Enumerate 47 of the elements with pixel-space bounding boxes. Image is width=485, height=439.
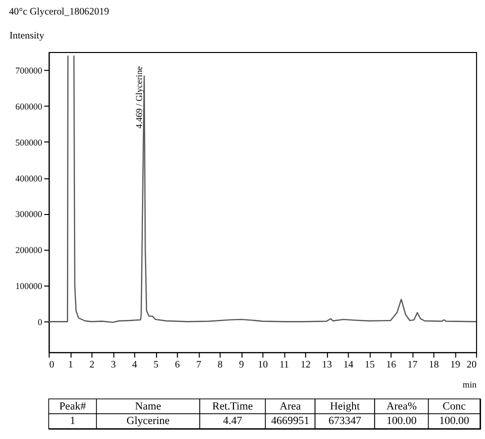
x-tick-label: 5 (154, 360, 159, 371)
text: 673347 (328, 415, 362, 428)
y-tick-label: 700000 (15, 65, 43, 76)
x-tick-label: 9 (239, 360, 244, 371)
x-tick-label: 19 (450, 360, 460, 371)
x-tick-label: 13 (322, 360, 332, 371)
y-tick-label: 0 (38, 317, 43, 328)
x-axis-title: min (462, 379, 478, 390)
text: Name (135, 400, 162, 412)
text: 100.00 (386, 415, 418, 428)
x-tick-label: 4 (132, 360, 138, 371)
y-tick-label: 500000 (15, 137, 43, 148)
x-tick-label: 20 (466, 360, 477, 371)
x-tick-label: 16 (386, 360, 396, 371)
x-tick-label: 0 (49, 360, 54, 371)
text: Glycerine (126, 415, 170, 428)
text: Area (280, 400, 301, 412)
x-tick-label: 1 (68, 360, 74, 371)
x-tick-label: 18 (428, 360, 439, 371)
x-tick-label: 11 (279, 360, 290, 371)
text: Height (330, 400, 360, 412)
x-tick-label: 10 (258, 360, 268, 371)
x-tick-label: 15 (364, 360, 375, 371)
y-tick-label: 600000 (15, 101, 43, 112)
y-tick-label: 200000 (15, 245, 43, 256)
x-tick-label: 14 (343, 360, 354, 371)
chart-title: 40°c Glycerol_18062019 (8, 6, 110, 18)
text: 1 (70, 415, 76, 428)
text: Conc (442, 400, 466, 412)
x-tick-label: 7 (196, 360, 202, 371)
y-tick-label: 100000 (15, 281, 43, 292)
y-tick-label: 300000 (15, 209, 43, 220)
x-tick-label: 17 (407, 360, 418, 371)
text: Peak# (59, 400, 86, 412)
annotation: 4.469 / Glycerine (134, 66, 144, 128)
text: Area% (386, 400, 417, 412)
text: Ret.Time (212, 400, 253, 412)
y-tick-label: 400000 (15, 173, 43, 184)
x-tick-label: 3 (110, 360, 116, 371)
text: 4.47 (223, 415, 243, 428)
y-axis-title: Intensity (9, 30, 44, 42)
text: 4669951 (271, 415, 310, 428)
x-tick-label: 8 (218, 360, 223, 371)
x-tick-label: 12 (300, 360, 311, 371)
x-tick-label: 2 (89, 360, 94, 371)
x-tick-label: 6 (174, 360, 180, 371)
text: 100.00 (439, 415, 470, 428)
